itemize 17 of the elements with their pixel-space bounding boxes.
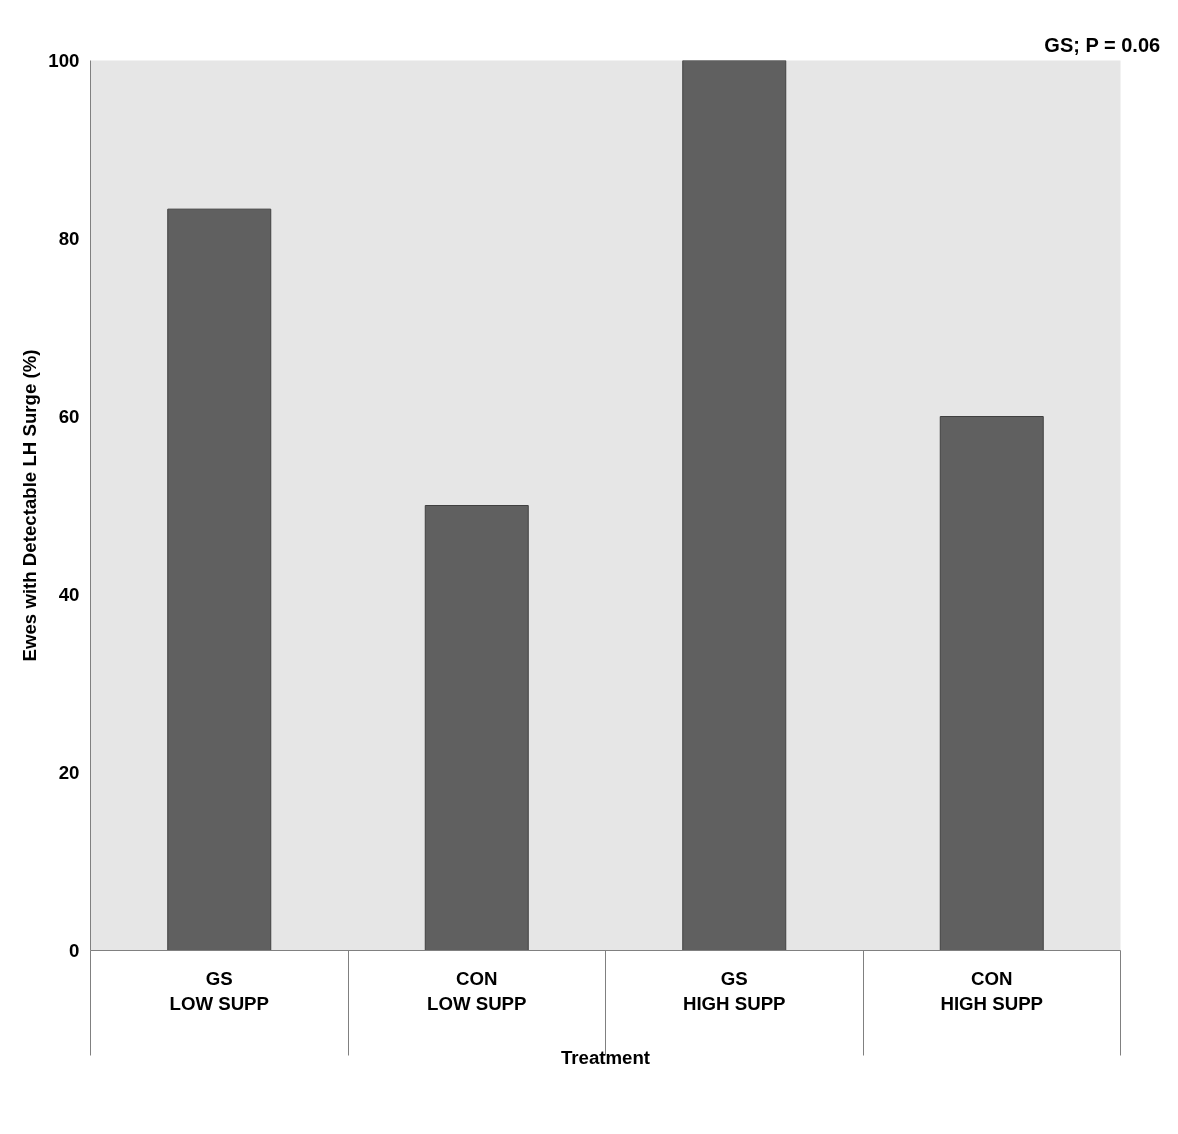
x-axis-title: Treatment <box>560 1046 651 1068</box>
x-tick-label: CON LOW SUPP <box>427 967 527 1014</box>
y-tick-label: 20 <box>58 762 80 783</box>
y-axis-title: Ewes with Detectable LH Surge (%) <box>19 349 41 662</box>
x-tick-label: GS HIGH SUPP <box>682 967 786 1014</box>
y-tick-label: 80 <box>58 228 80 249</box>
bar <box>939 416 1044 951</box>
y-tick-label: 40 <box>58 584 80 605</box>
text: GS; P = 0.06 <box>1044 33 1161 56</box>
bar <box>682 60 787 951</box>
y-tick-label: 100 <box>48 50 80 71</box>
y-tick-label: 0 <box>69 940 80 961</box>
x-tick-label: GS LOW SUPP <box>169 967 270 1014</box>
y-tick-label: 60 <box>58 406 80 427</box>
x-tick-label: CON HIGH SUPP <box>940 967 1044 1014</box>
bar <box>424 505 529 951</box>
bar <box>167 208 272 951</box>
